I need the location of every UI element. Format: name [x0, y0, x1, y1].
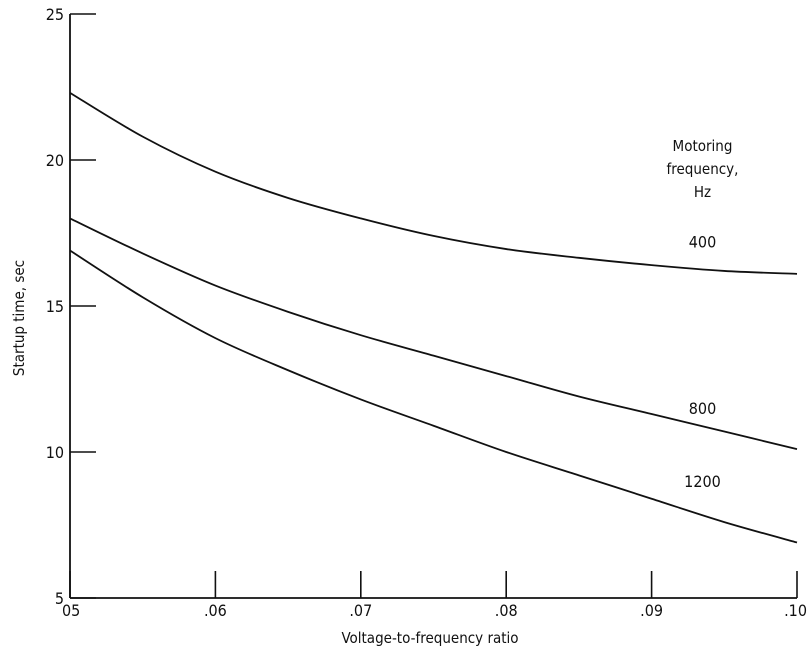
y-tick-label: 20 [46, 151, 64, 170]
y-axis-title: Startup time, sec [10, 260, 28, 376]
chart-labels: 400 800 1200 Motoring frequency, Hz [667, 137, 739, 491]
y-tick-label: 5 [55, 589, 64, 608]
chart-axes: 5 10 15 20 25 05 .06 .07 .08 .09 .10 [46, 5, 807, 620]
legend-title-line: frequency, [667, 160, 739, 178]
x-tick-label: .06 [204, 601, 227, 620]
series-line-400 [69, 92, 798, 275]
y-tick-label: 15 [46, 297, 64, 316]
x-axis-title: Voltage-to-frequency ratio [341, 629, 518, 647]
y-tick-label: 25 [46, 5, 64, 24]
series-line-800 [69, 217, 798, 450]
series-label-1200: 1200 [684, 472, 721, 491]
series-line-1200 [69, 249, 798, 544]
y-tick-label: 10 [46, 443, 64, 462]
legend-title-line: Hz [694, 183, 711, 201]
x-tick-label: .08 [495, 601, 518, 620]
series-label-800: 800 [689, 399, 716, 418]
x-tick-label: .09 [640, 601, 663, 620]
series-label-400: 400 [689, 233, 716, 252]
x-tick-label: 05 [62, 601, 80, 620]
chart-curves [69, 92, 798, 544]
legend-title-line: Motoring [673, 137, 733, 155]
x-tick-label: .07 [349, 601, 372, 620]
x-tick-label: .10 [784, 601, 807, 620]
